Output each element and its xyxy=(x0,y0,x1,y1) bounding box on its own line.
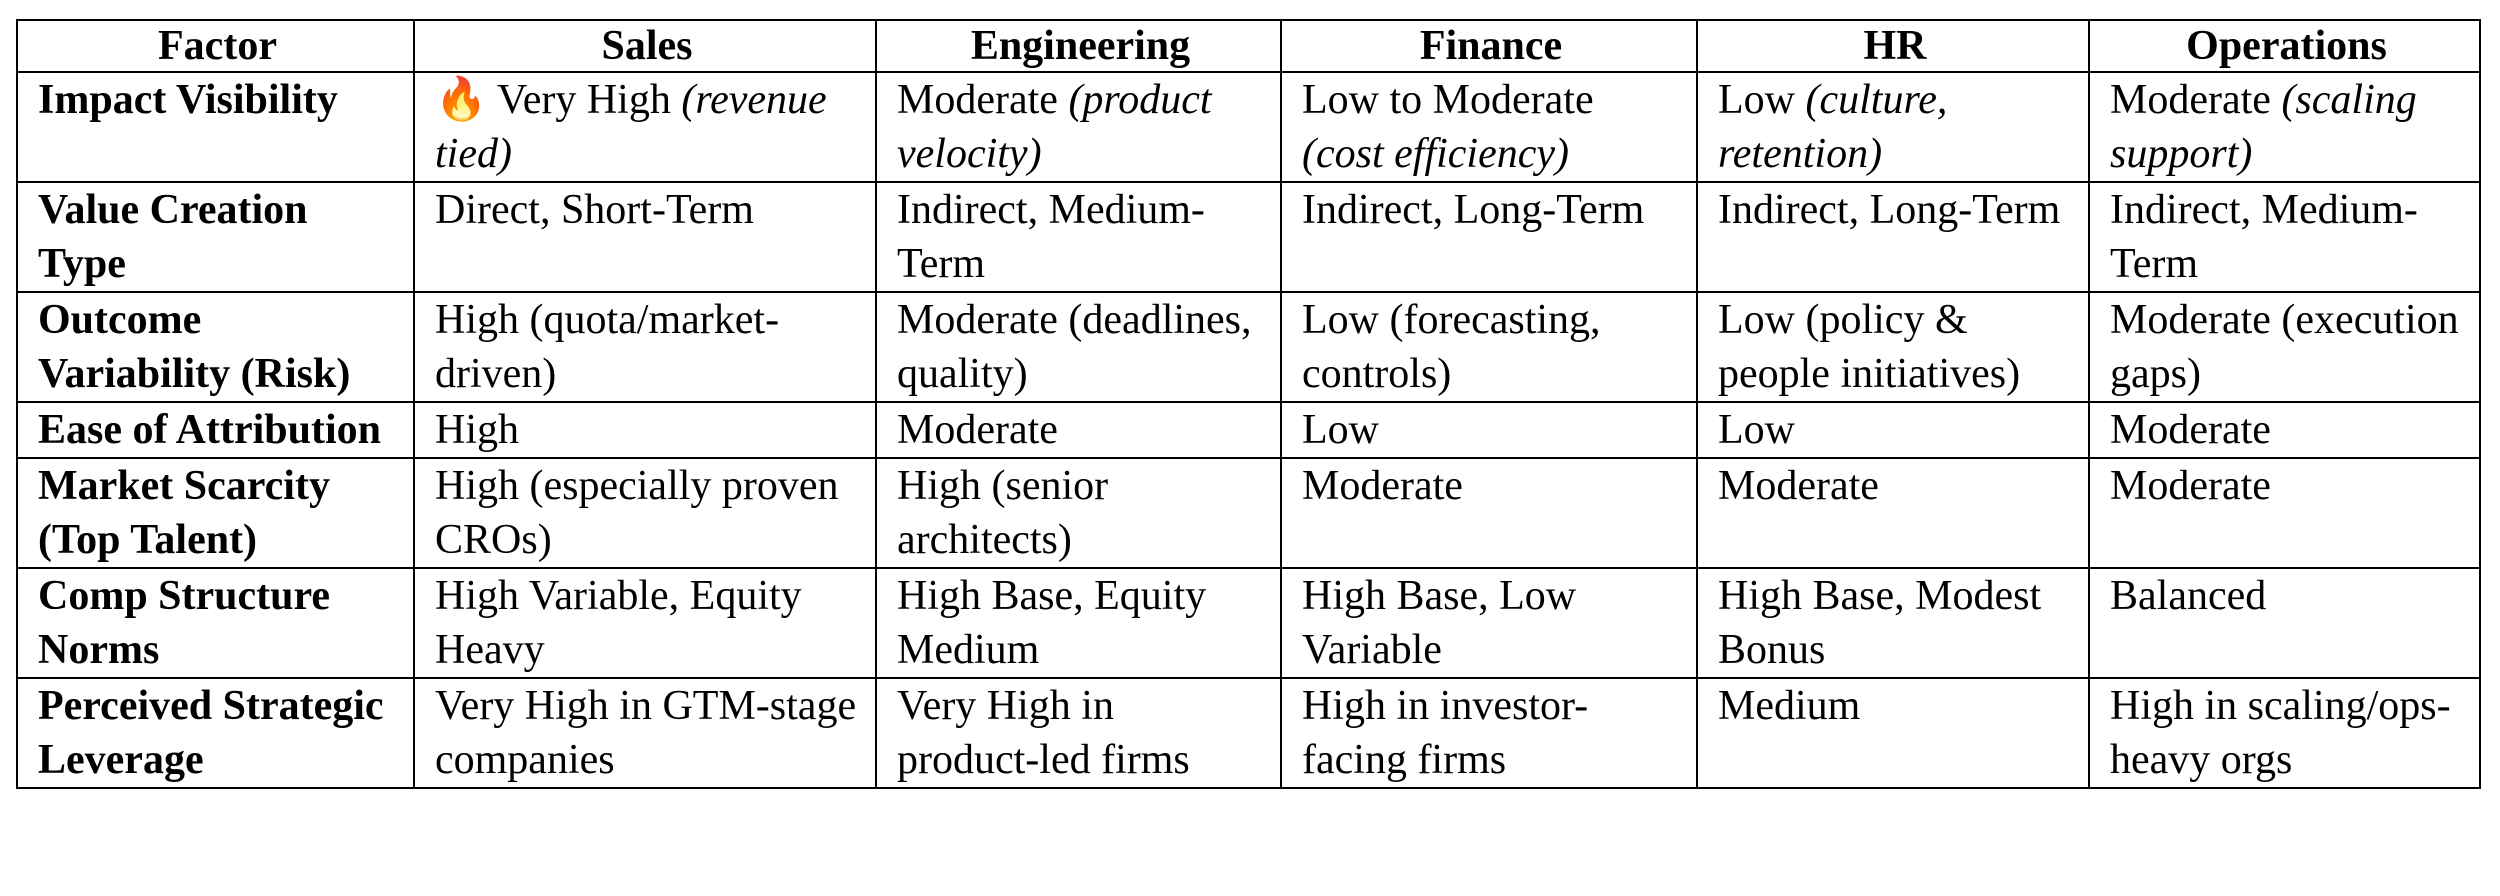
header-cell: Finance xyxy=(1280,19,1698,73)
cell: Moderate xyxy=(1696,457,2090,569)
cell: Moderate xyxy=(875,401,1282,459)
table-row: Comp Structure Norms High Variable, Equit… xyxy=(16,567,2481,679)
cell-note: (product velocity) xyxy=(897,77,1212,177)
header-cell: Factor xyxy=(16,19,415,73)
factor-cell: Market Scarcity (Top Talent) xyxy=(16,457,415,569)
cell: Medium xyxy=(1696,677,2090,789)
header-cell: HR xyxy=(1696,19,2090,73)
cell: Moderate xyxy=(2088,457,2481,569)
table-row: Perceived Strategic Leverage Very High in… xyxy=(16,677,2481,789)
cell: Indirect, Medium-Term xyxy=(875,181,1282,293)
cell: Low (forecasting, controls) xyxy=(1280,291,1698,403)
table-row: Ease of Attribution High Moderate Low Low Mod… xyxy=(16,401,2481,459)
cell: Low (culture, retention) xyxy=(1696,71,2090,183)
cell: Low (policy & people initiatives) xyxy=(1696,291,2090,403)
cell-note: (culture, retention) xyxy=(1718,77,1948,177)
header-row: Factor Sales Engineering Finance HR Operation… xyxy=(16,19,2481,73)
cell: Moderate (scaling support) xyxy=(2088,71,2481,183)
header-cell: Sales xyxy=(413,19,877,73)
table-body: Impact Visibility 🔥 Very High (revenue ti… xyxy=(16,71,2481,789)
cell: Moderate xyxy=(1280,457,1698,569)
cell: Balanced xyxy=(2088,567,2481,679)
cell: High in investor-facing firms xyxy=(1280,677,1698,789)
cell: Low xyxy=(1696,401,2090,459)
cell: High (quota/market-driven) xyxy=(413,291,877,403)
cell: Very High in GTM-stage companies xyxy=(413,677,877,789)
cell-text: Low to Moderate xyxy=(1302,77,1594,123)
cell: Low to Moderate (cost efficiency) xyxy=(1280,71,1698,183)
cell: High Base, Low Variable xyxy=(1280,567,1698,679)
cell-text: Low xyxy=(1718,77,1795,123)
factor-cell: Outcome Variability (Risk) xyxy=(16,291,415,403)
cell: High Variable, Equity Heavy xyxy=(413,567,877,679)
table-row: Market Scarcity (Top Talent) High (especi… xyxy=(16,457,2481,569)
cell: High in scaling/ops-heavy orgs xyxy=(2088,677,2481,789)
cell-text: Moderate xyxy=(897,77,1058,123)
cell: Indirect, Long-Term xyxy=(1280,181,1698,293)
cell: High (senior architects) xyxy=(875,457,1282,569)
header-cell: Operations xyxy=(2088,19,2481,73)
cell: High (especially proven CROs) xyxy=(413,457,877,569)
cell: Moderate xyxy=(2088,401,2481,459)
cell-text: 🔥 Very High xyxy=(435,77,671,123)
cell: Moderate (product velocity) xyxy=(875,71,1282,183)
cell: Moderate (deadlines, quality) xyxy=(875,291,1282,403)
comparison-table: Factor Sales Engineering Finance HR Operation… xyxy=(16,19,2481,789)
cell-text: Moderate xyxy=(2110,77,2271,123)
cell: High Base, Modest Bonus xyxy=(1696,567,2090,679)
header-cell: Engineering xyxy=(875,19,1282,73)
cell: High xyxy=(413,401,877,459)
cell: High Base, Equity Medium xyxy=(875,567,1282,679)
cell: Low xyxy=(1280,401,1698,459)
cell: Direct, Short-Term xyxy=(413,181,877,293)
factor-cell: Comp Structure Norms xyxy=(16,567,415,679)
factor-cell: Ease of Attribution xyxy=(16,401,415,459)
cell-note: (revenue tied) xyxy=(435,77,827,177)
table-row: Impact Visibility 🔥 Very High (revenue ti… xyxy=(16,71,2481,183)
cell-note: (scaling support) xyxy=(2110,77,2417,177)
cell-note: (cost efficiency) xyxy=(1302,131,1570,177)
factor-cell: Value Creation Type xyxy=(16,181,415,293)
cell: Very High in product-led firms xyxy=(875,677,1282,789)
factor-cell: Perceived Strategic Leverage xyxy=(16,677,415,789)
cell: Indirect, Long-Term xyxy=(1696,181,2090,293)
cell: 🔥 Very High (revenue tied) xyxy=(413,71,877,183)
cell: Indirect, Medium-Term xyxy=(2088,181,2481,293)
cell: Moderate (execution gaps) xyxy=(2088,291,2481,403)
factor-cell: Impact Visibility xyxy=(16,71,415,183)
table-row: Value Creation Type Direct, Short-Term Ind… xyxy=(16,181,2481,293)
table-row: Outcome Variability (Risk) High (quota/ma… xyxy=(16,291,2481,403)
